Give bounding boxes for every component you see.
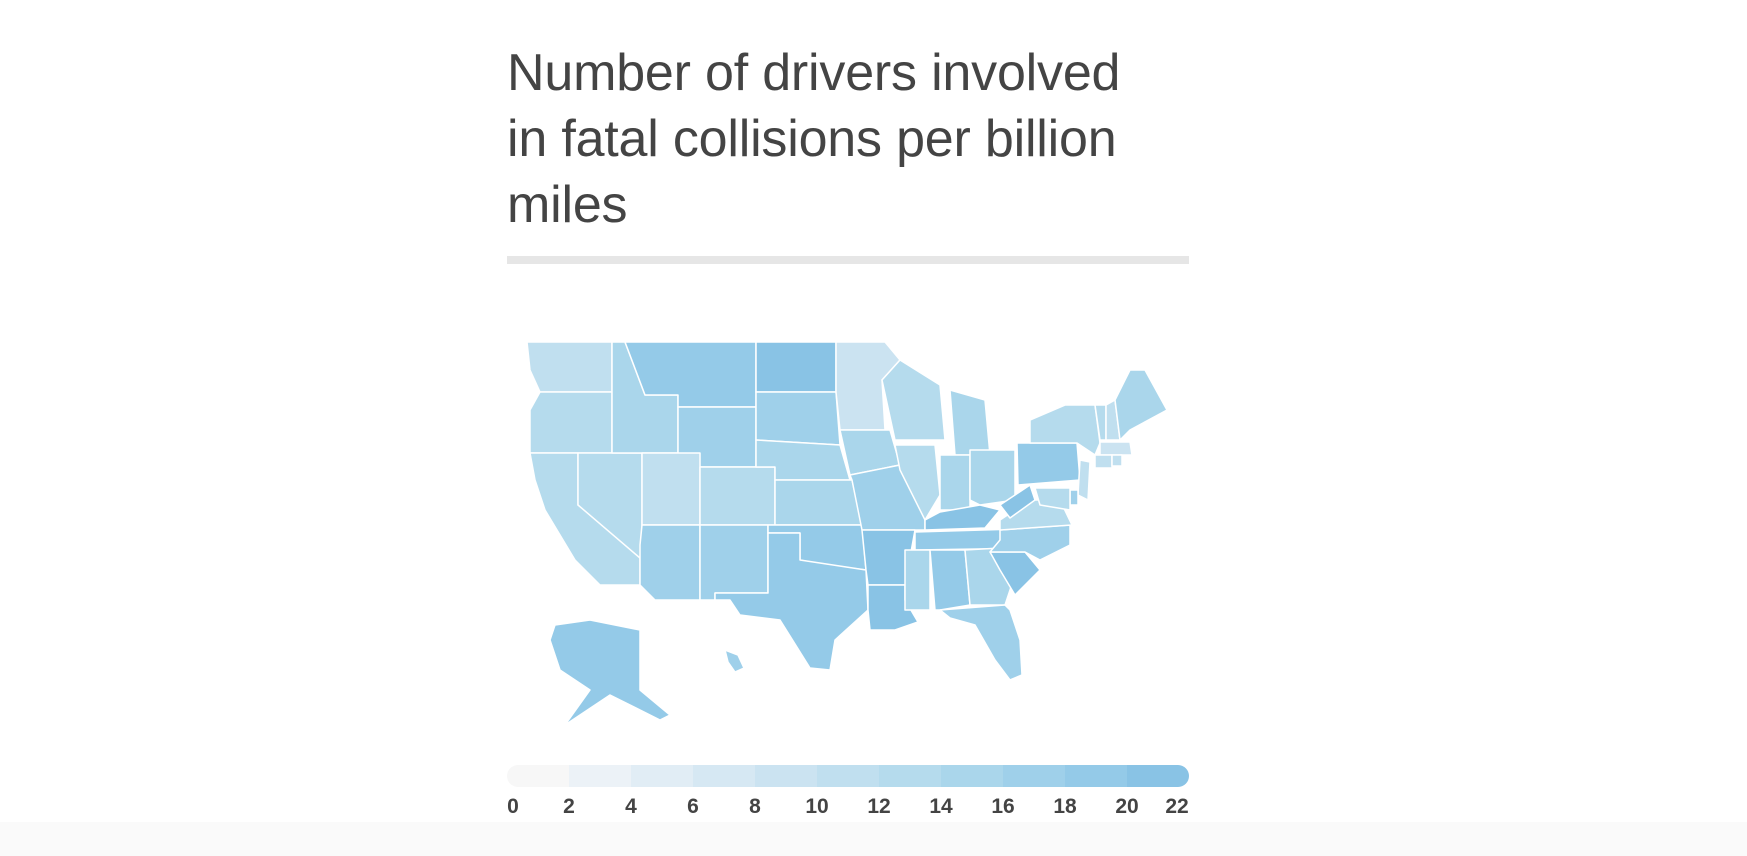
- state-wi[interactable]: [881, 359, 946, 441]
- state-wv[interactable]: [999, 484, 1036, 519]
- state-tx[interactable]: [714, 532, 869, 671]
- state-mn[interactable]: [835, 341, 901, 431]
- state-ks[interactable]: [774, 479, 863, 526]
- legend-swatch: [1127, 765, 1189, 787]
- state-nj[interactable]: [1077, 459, 1091, 501]
- state-mi[interactable]: [949, 389, 991, 456]
- state-ny[interactable]: [1029, 404, 1101, 456]
- state-de[interactable]: [1069, 489, 1079, 506]
- state-sd[interactable]: [755, 391, 841, 446]
- legend-swatch: [693, 765, 755, 787]
- state-az[interactable]: [639, 524, 701, 601]
- state-ky[interactable]: [924, 504, 1001, 531]
- chart-title: Number of drivers involved in fatal coll…: [507, 44, 1121, 234]
- legend-swatch: [631, 765, 693, 787]
- chart-card: Number of drivers involved in fatal coll…: [507, 40, 1189, 264]
- legend-tick-label: 2: [563, 795, 575, 818]
- state-ct[interactable]: [1094, 454, 1113, 469]
- state-ut[interactable]: [641, 452, 701, 526]
- legend-swatch: [879, 765, 941, 787]
- legend-tick-label: 14: [929, 795, 953, 818]
- legend-ticks: 0 2 4 6 8 10 12 14 16 18 20 22: [507, 795, 1189, 821]
- legend-swatch: [1003, 765, 1065, 787]
- state-ma[interactable]: [1099, 441, 1133, 456]
- state-nc[interactable]: [989, 524, 1071, 561]
- legend-tick-label: 16: [991, 795, 1015, 818]
- legend-color-scale: [507, 765, 1189, 787]
- state-co[interactable]: [699, 466, 776, 526]
- legend-tick-label: 10: [805, 795, 829, 818]
- legend-swatch: [1065, 765, 1127, 787]
- title-divider: [507, 256, 1189, 264]
- state-me[interactable]: [1114, 369, 1168, 441]
- map-svg: [526, 341, 1168, 726]
- legend-tick-label: 20: [1115, 795, 1139, 818]
- legend-tick-label: 0: [507, 795, 519, 818]
- legend-tick-label: 4: [625, 795, 637, 818]
- legend-tick-label: 8: [749, 795, 761, 818]
- state-in[interactable]: [939, 454, 971, 511]
- state-nm[interactable]: [699, 524, 769, 601]
- legend-tick-label: 6: [687, 795, 699, 818]
- legend-swatch: [755, 765, 817, 787]
- state-wa[interactable]: [526, 341, 613, 393]
- state-ri[interactable]: [1111, 454, 1123, 467]
- state-oh[interactable]: [969, 449, 1016, 506]
- state-nd[interactable]: [755, 341, 837, 393]
- footer-strip: [0, 822, 1747, 856]
- state-hi[interactable]: [724, 649, 745, 673]
- state-fl[interactable]: [939, 604, 1023, 681]
- color-legend: 0 2 4 6 8 10 12 14 16 18 20 22: [507, 765, 1189, 821]
- legend-swatch: [941, 765, 1003, 787]
- state-pa[interactable]: [1016, 442, 1081, 486]
- state-ms[interactable]: [904, 549, 931, 611]
- state-ak[interactable]: [549, 619, 671, 726]
- state-md[interactable]: [1034, 487, 1071, 511]
- legend-swatch: [569, 765, 631, 787]
- state-il[interactable]: [894, 444, 941, 521]
- legend-tick-label: 18: [1053, 795, 1077, 818]
- legend-swatch: [507, 765, 569, 787]
- state-or[interactable]: [529, 391, 613, 454]
- legend-tick-label: 22: [1165, 795, 1189, 818]
- legend-swatch: [817, 765, 879, 787]
- us-choropleth-map: [520, 330, 1180, 730]
- legend-tick-label: 12: [867, 795, 891, 818]
- state-al[interactable]: [929, 549, 971, 611]
